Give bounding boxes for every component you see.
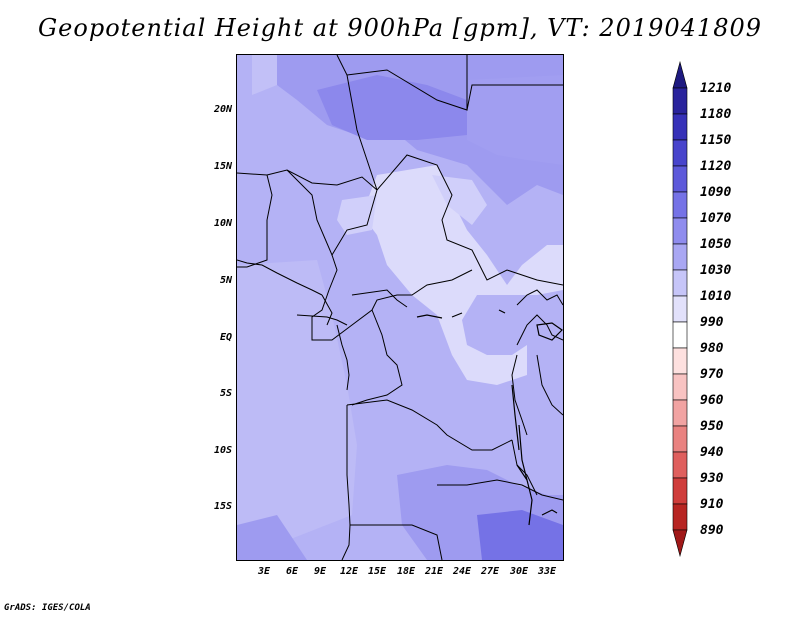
legend-label: 990 bbox=[700, 315, 724, 330]
legend-label: 910 bbox=[700, 497, 724, 512]
legend-swatch bbox=[672, 347, 688, 375]
lon-tick-label: 12E bbox=[339, 566, 359, 577]
lon-tick-label: 9E bbox=[313, 566, 327, 577]
legend-label: 980 bbox=[700, 341, 724, 356]
lakes bbox=[416, 309, 563, 526]
lon-tick-label: 30E bbox=[509, 566, 529, 577]
legend-swatch bbox=[672, 165, 688, 193]
legend-label: 930 bbox=[700, 471, 724, 486]
legend-colorbar bbox=[672, 60, 688, 558]
legend-label: 1090 bbox=[700, 185, 732, 200]
legend-label: 890 bbox=[700, 523, 724, 538]
legend-swatch bbox=[672, 295, 688, 323]
field-northeast bbox=[467, 75, 563, 165]
geopotential-map bbox=[237, 55, 563, 560]
lat-tick-label: 20N bbox=[213, 104, 232, 115]
footer-credit: GrADS: IGES/COLA bbox=[4, 603, 91, 613]
lat-tick-label: 5N bbox=[219, 275, 232, 286]
lat-tick-label: 5S bbox=[219, 388, 232, 399]
legend-label: 950 bbox=[700, 419, 724, 434]
legend-label: 1050 bbox=[700, 237, 732, 252]
legend-label: 1180 bbox=[700, 107, 732, 122]
lat-tick-label: 10S bbox=[213, 445, 232, 456]
legend-swatch bbox=[672, 321, 688, 349]
legend-swatch bbox=[672, 243, 688, 271]
legend-label: 1120 bbox=[700, 159, 732, 174]
legend-arrow-top bbox=[672, 60, 688, 89]
lon-tick-label: 18E bbox=[396, 566, 416, 577]
map-title: Geopotential Height at 900hPa [gpm], VT:… bbox=[38, 14, 762, 42]
field-pale-patch bbox=[337, 195, 377, 235]
legend-swatch bbox=[672, 139, 688, 167]
legend-swatch bbox=[672, 87, 688, 115]
legend-swatch bbox=[672, 191, 688, 219]
legend-swatch bbox=[672, 113, 688, 141]
lon-tick-label: 3E bbox=[257, 566, 271, 577]
lon-tick-label: 24E bbox=[452, 566, 472, 577]
legend-swatch bbox=[672, 503, 688, 531]
lat-tick-label: 15N bbox=[213, 161, 232, 172]
field-nw-light bbox=[252, 55, 277, 95]
legend-swatch bbox=[672, 373, 688, 401]
legend-swatch bbox=[672, 217, 688, 245]
legend-label: 1030 bbox=[700, 263, 732, 278]
lon-tick-label: 15E bbox=[367, 566, 387, 577]
legend-arrow-bottom bbox=[672, 529, 688, 558]
lat-tick-label: 15S bbox=[213, 501, 232, 512]
legend-swatch bbox=[672, 477, 688, 505]
map-panel bbox=[236, 54, 564, 561]
legend-label: 940 bbox=[700, 445, 724, 460]
field-north-darker bbox=[317, 75, 467, 140]
lat-tick-label: 10N bbox=[213, 218, 232, 229]
lon-tick-label: 33E bbox=[537, 566, 557, 577]
legend-label: 1210 bbox=[700, 81, 732, 96]
legend-swatch bbox=[672, 451, 688, 479]
lon-tick-label: 27E bbox=[480, 566, 500, 577]
legend-swatch bbox=[672, 399, 688, 427]
field-ocean bbox=[237, 260, 357, 560]
lat-tick-label: EQ bbox=[219, 332, 232, 343]
field-sw-dark bbox=[237, 515, 307, 560]
legend-swatch bbox=[672, 269, 688, 297]
legend-label: 1070 bbox=[700, 211, 732, 226]
legend-label: 970 bbox=[700, 367, 724, 382]
country-borders bbox=[237, 55, 563, 560]
lon-tick-label: 21E bbox=[424, 566, 444, 577]
lon-tick-label: 6E bbox=[285, 566, 299, 577]
legend-label: 1150 bbox=[700, 133, 732, 148]
field-south-darker bbox=[477, 510, 563, 560]
field-pale-patch-2 bbox=[432, 175, 487, 225]
legend-label: 960 bbox=[700, 393, 724, 408]
legend-label: 1010 bbox=[700, 289, 732, 304]
legend-swatch bbox=[672, 425, 688, 453]
